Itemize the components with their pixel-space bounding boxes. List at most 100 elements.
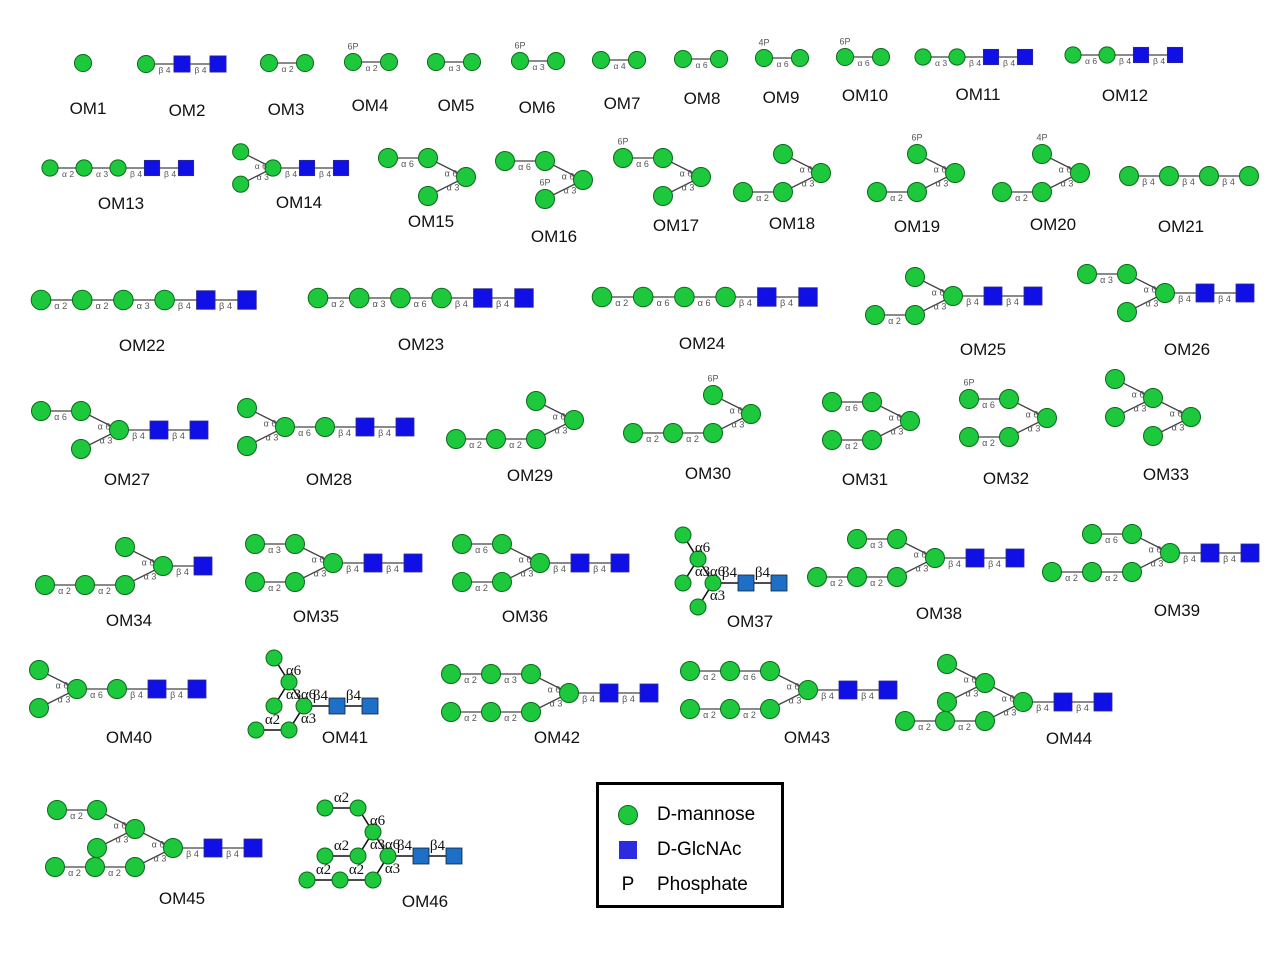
linkage-label: α 2 (888, 316, 901, 326)
linkage-label: β 4 (739, 298, 752, 308)
residues (45, 800, 263, 877)
linkage-label: α 3 (1146, 299, 1159, 309)
mannose-circle-icon (559, 683, 579, 703)
glcnac-square-icon (395, 417, 415, 437)
mannose-circle-icon (154, 289, 175, 311)
linkage-label: α 6 (698, 298, 711, 308)
mannose-circle-icon (653, 148, 673, 168)
mannose-circle-icon (847, 567, 867, 587)
linkage-label: α 6 (1170, 409, 1183, 419)
mannose-circle-icon (674, 574, 692, 592)
linkage-label: α 6 (696, 60, 708, 70)
mannose-circle-icon (999, 427, 1019, 447)
mannose-circle-icon (862, 392, 882, 412)
linkage-label: α 3 (257, 172, 269, 182)
legend-item-glcnac: D-GlcNAc (599, 837, 741, 863)
linkage-label: β 4 (1182, 177, 1195, 187)
mannose-circle-icon (895, 711, 915, 731)
residues (35, 537, 213, 595)
linkage-label: α 3 (266, 433, 279, 443)
glcnac-square-icon (1240, 543, 1260, 563)
glycan-om18: α 6 α 3 α 2 OM18 (733, 144, 831, 233)
linkage-label: β4 (313, 688, 329, 704)
glycan-om33: α 6 α 6 α 3 α 3 OM33 (1105, 369, 1201, 484)
glycan-id-label: OM1 (70, 99, 107, 118)
mannose-circle-icon (1064, 46, 1082, 64)
mannose-circle-icon (773, 144, 793, 164)
glcnac-square-icon (770, 574, 788, 592)
glcnac-square-icon (209, 55, 227, 73)
mannose-circle-icon (343, 52, 363, 72)
linkage-label: α6 (301, 687, 317, 703)
mannose-circle-icon (107, 679, 127, 699)
glycan-om2: β 4 β 4 OM2 (136, 54, 227, 120)
linkage-label: α3 (370, 837, 385, 853)
linkage-label: α 6 (562, 172, 575, 182)
linkage-label: β 4 (593, 564, 606, 574)
linkage-label: β 4 (170, 690, 183, 700)
legend-item-phosphate: P Phosphate (599, 872, 748, 898)
mannose-circle-icon (237, 398, 257, 418)
linkage-label: β 4 (195, 65, 207, 75)
linkage-label: α 6 (777, 59, 789, 69)
glycan-id-label: OM2 (169, 101, 206, 120)
glycan-om32: α 6 α 6 6P α 3 α 2 OM32 (959, 378, 1057, 488)
mannose-circle-icon (632, 286, 654, 308)
mannose-circle-icon (521, 702, 541, 722)
linkage-label: α 6 (656, 298, 669, 308)
glcnac-square-icon (1016, 48, 1034, 66)
glcnac-square-icon (328, 697, 346, 715)
linkage-label: β 4 (553, 564, 566, 574)
mannose-circle-icon (87, 838, 107, 858)
glycan-id-label: OM22 (119, 336, 165, 355)
legend-label: Phosphate (657, 874, 748, 895)
glycan-om21: β 4 β 4 β 4 OM21 (1119, 166, 1259, 236)
glycan-id-label: OM12 (1102, 86, 1148, 105)
mannose-circle-icon (709, 49, 729, 69)
residues (30, 289, 257, 311)
linkage-label: α3 (710, 588, 725, 604)
glycan-om5: α 3 OM5 (426, 52, 482, 115)
glycan-id-label: OM11 (955, 85, 1000, 104)
linkage-label: β 4 (346, 564, 359, 574)
mannose-circle-icon (1042, 562, 1062, 582)
linkage-label: α6 (370, 813, 386, 829)
linkage-label: β4 (722, 565, 738, 581)
mannose-circle-icon (835, 47, 855, 67)
mannose-circle-icon (71, 401, 91, 421)
glycan-id-label: OM3 (268, 100, 305, 119)
glycan-id-label: OM10 (842, 86, 888, 105)
mannose-circle-icon (1160, 543, 1180, 563)
glcnac-square-icon (237, 290, 257, 310)
glcnac-square-icon (639, 683, 659, 703)
residues (237, 398, 415, 456)
linkage-label: α 2 (366, 63, 378, 73)
mannose-circle-icon (1117, 302, 1137, 322)
linkage-label: α2 (316, 862, 331, 878)
linkage-label: β 4 (176, 567, 189, 577)
legend-item-mannose: D-mannose (599, 802, 755, 828)
glycan-id-label: OM34 (106, 611, 152, 630)
linkage-label: β 4 (186, 849, 199, 859)
mannose-circle-icon (115, 537, 135, 557)
mannose-circle-icon (760, 699, 780, 719)
mannose-circle-icon (109, 420, 129, 440)
linkage-label: α 2 (982, 438, 995, 448)
glcnac-square-icon (412, 847, 430, 865)
linkage-label: α 2 (95, 301, 108, 311)
mannose-circle-icon (925, 548, 945, 568)
mannose-circle-icon (653, 186, 673, 206)
glcnac-square-icon (149, 420, 169, 440)
mannose-circle-icon (1181, 407, 1201, 427)
mannose-circle-icon (125, 857, 145, 877)
glycan-id-label: OM8 (684, 89, 721, 108)
glycan-id-label: OM18 (769, 214, 815, 233)
glycan-id-label: OM46 (402, 892, 448, 911)
glycan-id-label: OM41 (322, 728, 368, 747)
phosphate-label: 6P (539, 178, 550, 188)
glcnac-square-icon (982, 48, 1000, 66)
mannose-circle-icon (331, 871, 349, 889)
mannose-circle-icon (1032, 144, 1052, 164)
linkage-label: α 3 (891, 427, 904, 437)
